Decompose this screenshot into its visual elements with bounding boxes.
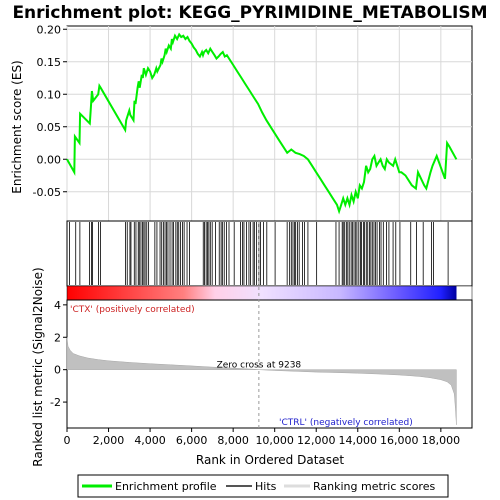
legend-box [77,474,449,498]
metric-y-tick-label: 4 [54,299,61,312]
chart-title: Enrichment plot: KEGG_PYRIMIDINE_METABOL… [12,3,487,23]
x-tick-label: 0 [64,434,71,447]
x-tick-label: 4,000 [134,434,166,447]
es-y-tick-label: 0.10 [37,88,62,101]
ranking-metric-area [66,337,457,425]
metric-y-axis-title: Ranked list metric (Signal2Noise) [31,267,45,466]
ranking-heatmap-bar [66,285,473,301]
es-y-tick-label: 0.15 [37,56,62,69]
es-panel: -0.05 0.00 0.05 0.10 0.15 0.20 Enrichment sco… [10,23,473,222]
hits-panel [66,220,473,287]
es-y-tick-label: 0.20 [37,23,62,36]
ranked-metric-panel: Zero cross at 9238 'CTX' (positively cor… [31,221,473,467]
es-grid [66,26,472,221]
legend-enrichment-label: Enrichment profile [115,480,217,493]
hit-lines [69,222,449,285]
negative-correlation-label: 'CTRL' (negatively correlated) [279,418,413,428]
es-y-tick-label: 0.00 [37,153,62,166]
hits-panel-frame [66,220,473,287]
x-tick-label: 18,000 [422,434,461,447]
metric-y-tick-label: -2 [50,396,61,409]
x-tick-label: 14,000 [339,434,378,447]
metric-y-tick-label: 2 [54,331,61,344]
x-tick-label: 12,000 [297,434,336,447]
zero-cross-label: Zero cross at 9238 [217,361,302,371]
enrichment-profile-line [66,32,458,215]
x-tick-label: 8,000 [217,434,249,447]
legend-ranking-label: Ranking metric scores [313,480,435,493]
x-axis-title: Rank in Ordered Dataset [196,453,344,467]
es-y-tick-label: 0.05 [37,121,62,134]
es-y-tick-label: -0.05 [33,186,61,199]
x-tick-label: 16,000 [380,434,419,447]
es-y-axis-title: Enrichment score (ES) [10,60,24,193]
metric-y-ticks: -2 0 2 4 [50,299,67,409]
x-tick-label: 2,000 [93,434,125,447]
x-tick-label: 10,000 [255,434,294,447]
legend-hits-label: Hits [255,480,277,493]
metric-y-tick-label: 0 [54,364,61,377]
positive-correlation-label: 'CTX' (positively correlated) [70,305,195,315]
metric-x-ticks: 0 2,000 4,000 6,000 8,000 10,000 12,000 14,000 1… [64,428,461,447]
x-tick-label: 6,000 [176,434,208,447]
legend: Enrichment profile Hits Ranking metric s… [77,474,449,498]
es-y-ticks: -0.05 0.00 0.05 0.10 0.15 0.20 [33,23,67,199]
